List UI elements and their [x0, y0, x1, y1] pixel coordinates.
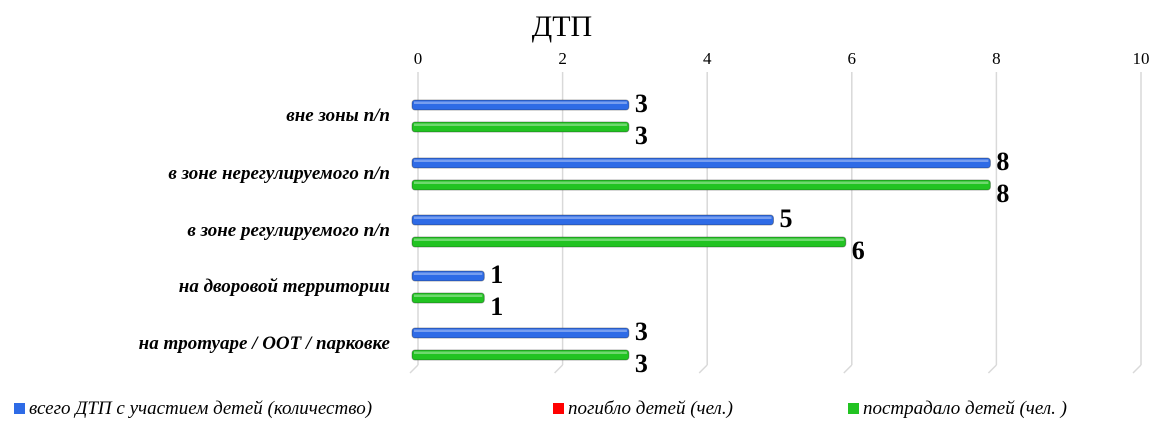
x-tick-label: 4 [703, 49, 712, 68]
bars [411, 99, 991, 361]
bar [411, 236, 847, 248]
data-label: 3 [635, 89, 648, 118]
bar [411, 157, 991, 169]
data-label: 3 [635, 121, 648, 150]
bar [411, 292, 485, 304]
x-tick-label: 8 [992, 49, 1001, 68]
category-label: на дворовой территории [179, 276, 390, 297]
bar [411, 270, 485, 282]
legend-swatch-injured [848, 403, 859, 414]
legend-swatch-total [14, 403, 25, 414]
gridline-depth [843, 364, 853, 374]
bar-highlight [414, 329, 627, 332]
data-label: 3 [635, 317, 648, 346]
legend: всего ДТП с участием детей (количество) … [0, 398, 1161, 422]
bar-highlight [414, 351, 627, 354]
x-tick-label: 6 [848, 49, 857, 68]
x-tick-label: 0 [414, 49, 423, 68]
chart-title: ДТП [532, 10, 592, 43]
data-label: 1 [490, 292, 503, 321]
gridline-depth [987, 364, 997, 374]
legend-label-killed: погибло детей (чел.) [568, 398, 733, 419]
data-labels: 3 3 8 8 5 6 1 1 3 3 [490, 89, 1009, 378]
bar [411, 214, 774, 226]
data-label: 8 [996, 179, 1009, 208]
bar-highlight [414, 238, 844, 241]
bar-highlight [414, 294, 483, 297]
bar [411, 99, 630, 111]
data-label: 8 [996, 147, 1009, 176]
gridline-depth [554, 364, 564, 374]
bar-highlight [414, 216, 772, 219]
chart: ДТП 0 2 4 6 8 10 вне зоны п/п в зоне нерегулир… [139, 10, 1150, 378]
legend-item-injured: пострадало детей (чел. ) [848, 398, 1067, 420]
bar [411, 179, 991, 191]
bar-highlight [414, 159, 989, 162]
legend-item-killed: погибло детей (чел.) [553, 398, 733, 420]
data-label: 5 [780, 204, 793, 233]
x-tick-label: 10 [1133, 49, 1150, 68]
bar-highlight [414, 272, 483, 275]
x-axis-ticks: 0 2 4 6 8 10 [414, 49, 1150, 68]
data-label: 3 [635, 349, 648, 378]
category-label: вне зоны п/п [286, 105, 390, 126]
legend-swatch-killed [553, 403, 564, 414]
legend-item-total: всего ДТП с участием детей (количество) [14, 398, 372, 420]
bar-highlight [414, 181, 989, 184]
bar [411, 349, 630, 361]
data-label: 1 [490, 260, 503, 289]
legend-label-total: всего ДТП с участием детей (количество) [29, 398, 373, 419]
x-tick-label: 2 [558, 49, 567, 68]
data-label: 6 [852, 236, 865, 265]
bar [411, 121, 630, 133]
legend-label-injured: пострадало детей (чел. ) [863, 398, 1067, 419]
gridline-depth [698, 364, 708, 374]
bar [411, 327, 630, 339]
gridline-depth [1132, 364, 1142, 374]
category-label: в зоне регулируемого п/п [187, 220, 390, 241]
category-labels: вне зоны п/п в зоне нерегулируемого п/п в … [139, 105, 391, 354]
bar-highlight [414, 101, 627, 104]
gridline-depth [409, 364, 419, 374]
category-label: на тротуаре / ООТ / парковке [139, 333, 391, 354]
bar-highlight [414, 123, 627, 126]
category-label: в зоне нерегулируемого п/п [168, 163, 390, 184]
